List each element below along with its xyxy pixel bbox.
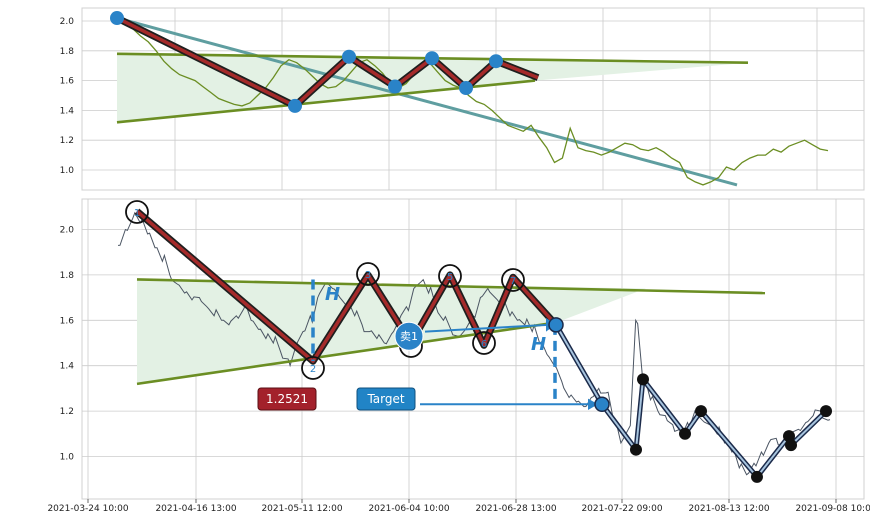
y-tick-label-top: 1.6 — [60, 77, 75, 87]
height-label-left: H — [325, 284, 340, 305]
height-label-right: H — [531, 334, 546, 355]
x-tick-label: 2021-08-13 12:00 — [688, 504, 769, 514]
x-tick-label: 2021-06-04 10:00 — [368, 504, 449, 514]
sell-marker-label: 卖1 — [400, 330, 418, 343]
post-breakout-point — [679, 427, 691, 440]
wave-point-number: 7 — [510, 276, 516, 287]
x-tick-label: 2021-03-24 10:00 — [47, 504, 128, 514]
price-label-box — [257, 387, 317, 411]
y-tick-label-top: 1.4 — [60, 106, 75, 116]
post-breakout-point — [820, 405, 832, 418]
wave-point-marker-top — [459, 81, 473, 96]
wave-point-circle — [125, 200, 149, 224]
price-label: 1.2521 — [266, 392, 308, 406]
wave-point-marker-top — [425, 51, 439, 66]
bottom-panel: 1.0 1.2 1.4 1.6 1.8 2.0 2021-03-24 10:00 2021-… — [47, 198, 870, 514]
triangle-fill-top — [117, 53, 748, 123]
target-marker — [594, 396, 610, 413]
wave-point-number: 5 — [447, 272, 453, 283]
post-breakout-point — [630, 443, 642, 456]
wave-point-marker-top — [288, 98, 302, 113]
wave-path-bottom — [135, 209, 558, 363]
wave-point-circle — [301, 356, 325, 380]
post-breakout-point — [637, 373, 649, 386]
y-tick-label-bottom: 2.0 — [60, 226, 75, 236]
sell-marker — [394, 321, 424, 351]
y-tick-label-top: 1.2 — [60, 136, 74, 146]
wave-point-number: 1 — [134, 208, 140, 219]
y-tick-label-bottom: 1.0 — [60, 453, 75, 463]
target-arrowhead — [588, 398, 598, 410]
top-panel: 1.0 1.2 1.4 1.6 1.8 2.0 — [60, 7, 865, 191]
wave-point-number: 3 — [365, 270, 371, 281]
target-label: Target — [366, 392, 404, 406]
y-tick-label-top: 1.8 — [60, 47, 75, 57]
wave-point-circle — [501, 268, 525, 292]
wave-point-marker-top — [110, 11, 124, 26]
breakout-marker — [548, 317, 564, 333]
y-tick-label-bottom: 1.4 — [60, 362, 75, 372]
post-breakout-point — [785, 439, 797, 452]
post-breakout-point — [783, 430, 795, 443]
x-tick-label: 2021-06-28 13:00 — [475, 504, 556, 514]
y-tick-label-top: 2.0 — [60, 17, 75, 27]
y-tick-label-bottom: 1.2 — [60, 407, 74, 417]
x-tick-label: 2021-04-16 13:00 — [155, 504, 236, 514]
wave-point-number: 2 — [310, 364, 316, 375]
wave-point-circle — [438, 264, 462, 288]
sell-arrow — [424, 323, 549, 333]
wave-point-marker-top — [388, 79, 402, 94]
wave-point-circle — [356, 262, 380, 286]
x-tick-label: 2021-07-22 09:00 — [581, 504, 662, 514]
wave-point-marker-top — [342, 49, 356, 64]
y-tick-label-bottom: 1.8 — [60, 271, 75, 281]
wave-point-circle — [472, 331, 496, 355]
wave-point-number: 6 — [481, 339, 487, 350]
target-label-box — [356, 387, 416, 411]
y-tick-label-top: 1.0 — [60, 166, 75, 176]
wave-point-marker-top — [489, 54, 503, 69]
x-tick-label: 2021-09-08 10:00 — [795, 504, 870, 514]
y-tick-label-bottom: 1.6 — [60, 316, 75, 326]
triangle-fill-bottom — [137, 279, 646, 384]
price-line-top — [116, 17, 829, 186]
post-breakout-point — [751, 470, 763, 483]
diagonal-channel-top — [116, 16, 738, 187]
post-breakout-point — [695, 405, 707, 418]
x-tick-label: 2021-05-11 12:00 — [261, 504, 342, 514]
